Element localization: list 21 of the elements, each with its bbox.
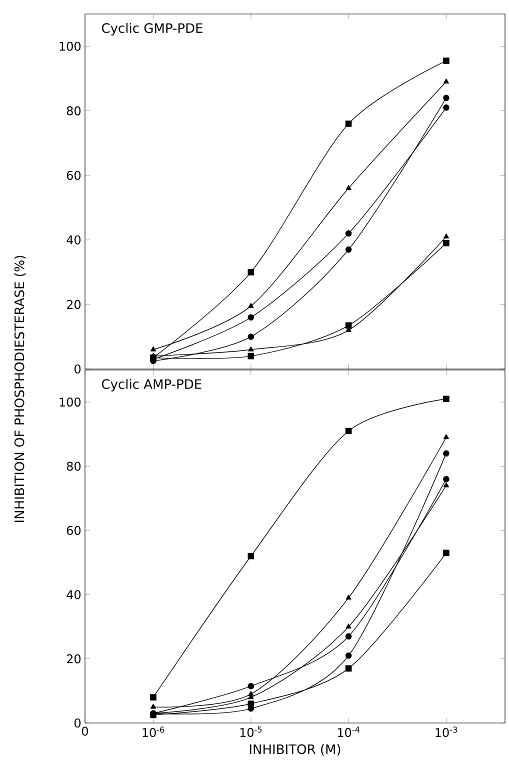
y-tick-label: 80	[66, 462, 81, 471]
y-tick-label: 40	[66, 235, 81, 244]
y-tick-label: 0	[74, 364, 81, 374]
y-tick-label: 20	[66, 300, 81, 309]
x-tick-label: 10$^{-3}$	[436, 726, 457, 738]
x-tick-label: 10$^{-5}$	[240, 726, 262, 737]
y-tick-label: 80	[66, 106, 81, 116]
y-tick-label: 0	[74, 718, 81, 728]
x-tick-label: 10$^{-4}$	[338, 726, 360, 737]
text: Cyclic GMP-PDE	[102, 22, 202, 36]
y-tick-label: 40	[66, 590, 81, 600]
x-tick-label: 10$^{-6}$	[142, 726, 164, 738]
x-axis-title: INHIBITOR (M)	[250, 744, 340, 756]
y-axis-title: INHIBITION OF PHOSPHODIESTERASE (%)	[14, 256, 26, 522]
text: Cyclic AMP-PDE	[102, 378, 202, 392]
x-tick-label: 0	[82, 726, 88, 736]
y-tick-label: 60	[66, 526, 81, 535]
y-tick-label: 100	[60, 398, 81, 407]
y-tick-label: 60	[66, 170, 81, 180]
y-tick-label: 20	[66, 654, 81, 664]
y-tick-label: 100	[60, 42, 81, 51]
